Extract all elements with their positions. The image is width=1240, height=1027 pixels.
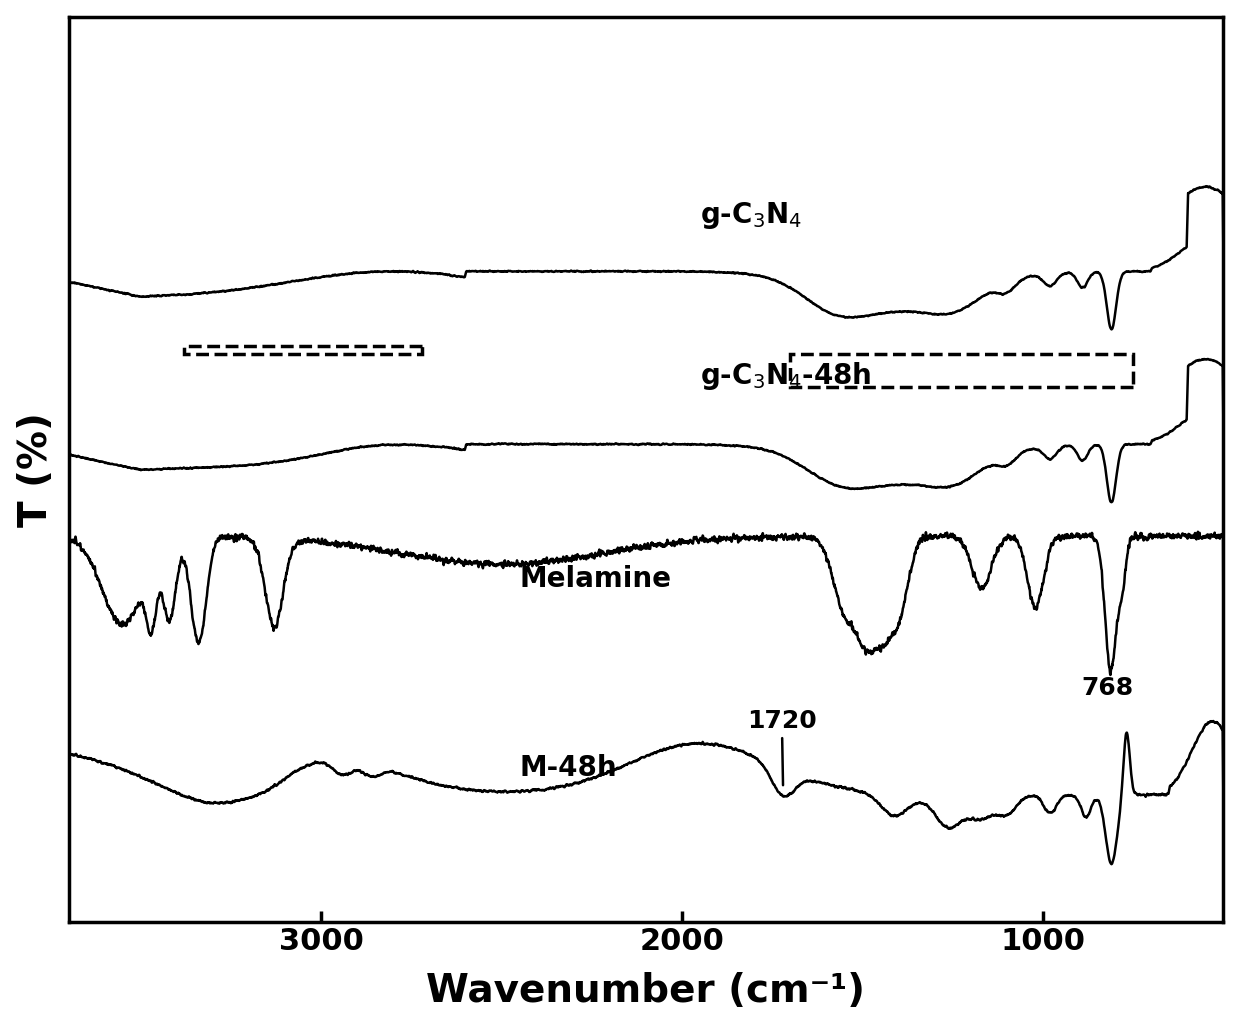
Text: g-C$_3$N$_4$-48h: g-C$_3$N$_4$-48h	[701, 359, 872, 392]
Text: M-48h: M-48h	[520, 754, 618, 782]
Y-axis label: T (%): T (%)	[16, 412, 55, 527]
Text: 1720: 1720	[746, 709, 817, 786]
Bar	[790, 354, 1133, 387]
Text: Melamine: Melamine	[520, 565, 672, 593]
Text: 768: 768	[1081, 676, 1133, 699]
Text: g-C$_3$N$_4$: g-C$_3$N$_4$	[701, 199, 802, 231]
X-axis label: Wavenumber (cm⁻¹): Wavenumber (cm⁻¹)	[427, 973, 866, 1011]
Bar	[184, 346, 422, 354]
